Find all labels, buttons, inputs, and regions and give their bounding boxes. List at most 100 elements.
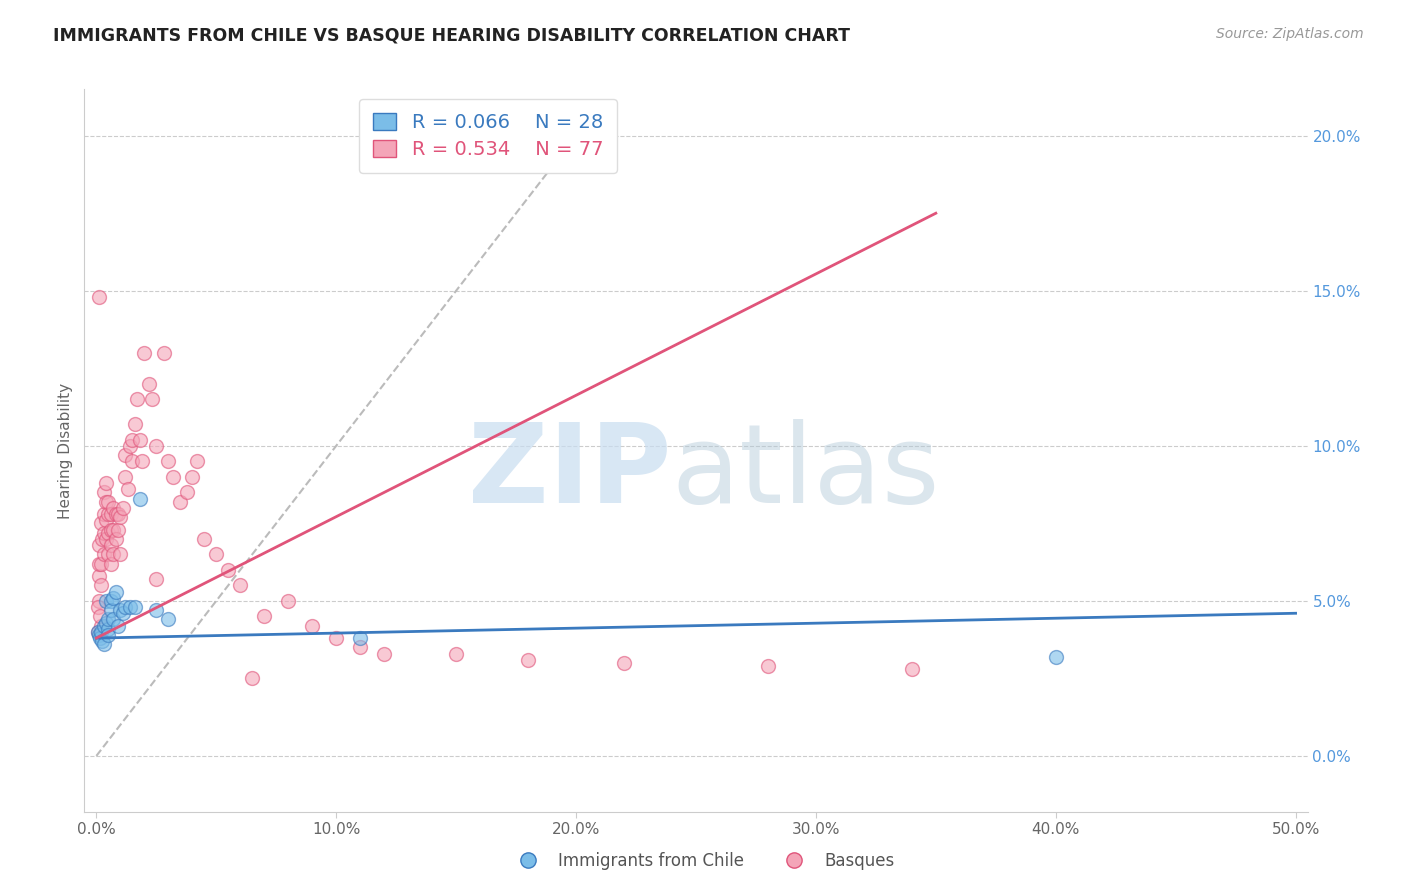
Point [349, 631, 371, 645]
Point [101, 547, 124, 561]
Point [444, 647, 467, 661]
Point [121, 454, 143, 468]
Point [253, 609, 276, 624]
Point [91, 634, 114, 648]
Point [138, 376, 160, 391]
Point [93, 547, 115, 561]
Point [229, 578, 252, 592]
Point [157, 454, 180, 468]
Point [756, 659, 779, 673]
Point [94, 476, 117, 491]
Point [94, 594, 117, 608]
Legend: R = 0.066    N = 28, R = 0.534    N = 77: R = 0.066 N = 28, R = 0.534 N = 77 [359, 99, 617, 173]
Point [101, 523, 124, 537]
Point [145, 603, 167, 617]
Point [124, 417, 146, 431]
Point [141, 392, 163, 407]
Point [104, 584, 127, 599]
Point [157, 612, 180, 626]
Point [101, 612, 124, 626]
Point [97, 547, 120, 561]
Point [97, 507, 120, 521]
Point [94, 494, 117, 508]
Point [110, 603, 132, 617]
Point [97, 525, 120, 540]
Point [325, 631, 347, 645]
Text: Source: ZipAtlas.com: Source: ZipAtlas.com [1216, 27, 1364, 41]
Legend: Immigrants from Chile, Basques: Immigrants from Chile, Basques [505, 846, 901, 877]
Point [127, 392, 149, 407]
Point [107, 523, 129, 537]
Point [117, 482, 139, 496]
Point [145, 572, 167, 586]
Point [613, 656, 636, 670]
Point [87, 290, 110, 304]
Point [277, 594, 299, 608]
Point [87, 538, 110, 552]
Point [301, 618, 323, 632]
Point [90, 578, 112, 592]
Point [89, 631, 111, 645]
Point [100, 594, 122, 608]
Point [114, 448, 136, 462]
Point [87, 628, 110, 642]
Point [87, 557, 110, 571]
Point [93, 485, 115, 500]
Point [176, 485, 198, 500]
Point [517, 653, 540, 667]
Point [94, 513, 117, 527]
Point [97, 622, 120, 636]
Point [90, 557, 112, 571]
Point [100, 603, 122, 617]
Point [97, 494, 120, 508]
Point [124, 600, 146, 615]
Point [349, 640, 371, 655]
Text: ZIP: ZIP [468, 418, 672, 525]
Point [186, 454, 208, 468]
Point [86, 624, 108, 639]
Point [93, 618, 115, 632]
Point [90, 624, 112, 639]
Point [162, 470, 184, 484]
Point [901, 662, 924, 676]
Point [240, 672, 263, 686]
Point [97, 628, 120, 642]
Point [121, 433, 143, 447]
Point [107, 507, 129, 521]
Point [93, 507, 115, 521]
Point [114, 470, 136, 484]
Point [97, 612, 120, 626]
Point [86, 624, 108, 639]
Point [152, 345, 174, 359]
Point [145, 439, 167, 453]
Point [128, 491, 150, 506]
Point [87, 569, 110, 583]
Point [114, 600, 136, 615]
Point [118, 439, 141, 453]
Point [101, 500, 124, 515]
Point [217, 563, 239, 577]
Point [134, 345, 156, 359]
Point [94, 615, 117, 630]
Y-axis label: Hearing Disability: Hearing Disability [58, 383, 73, 518]
Point [100, 538, 122, 552]
Point [193, 532, 215, 546]
Point [100, 507, 122, 521]
Point [107, 618, 129, 632]
Point [205, 547, 228, 561]
Point [1045, 649, 1067, 664]
Point [86, 600, 108, 615]
Point [91, 532, 114, 546]
Point [169, 494, 191, 508]
Point [110, 510, 132, 524]
Point [90, 516, 112, 531]
Point [93, 637, 115, 651]
Point [128, 433, 150, 447]
Point [90, 618, 112, 632]
Point [100, 523, 122, 537]
Point [118, 600, 141, 615]
Point [93, 525, 115, 540]
Point [373, 647, 395, 661]
Point [131, 454, 153, 468]
Point [87, 594, 110, 608]
